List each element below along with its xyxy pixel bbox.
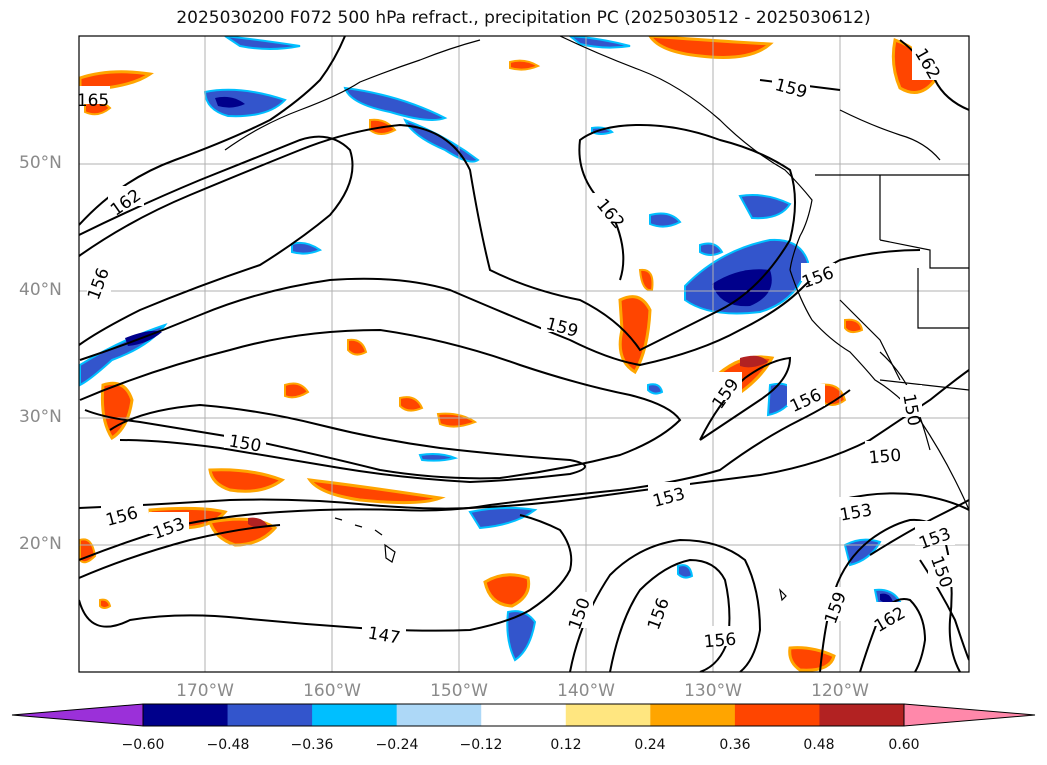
colorbar	[11, 703, 1036, 727]
colorbar-bin	[481, 704, 567, 726]
lon-label-160w: 160°W	[303, 681, 361, 701]
colorbar-tick: −0.12	[459, 737, 503, 753]
colorbar-tick: 0.24	[634, 737, 666, 753]
colorbar-bin	[565, 704, 651, 726]
colorbar-bin	[396, 704, 482, 726]
colorbar-tick: −0.48	[206, 737, 250, 753]
colorbar-tick: 0.60	[888, 737, 920, 753]
colorbar-frame	[142, 703, 905, 727]
lon-label-130w: 130°W	[684, 681, 742, 701]
precip-positive-areas	[79, 36, 937, 672]
lon-label-120w: 120°W	[811, 681, 869, 701]
colorbar-bin	[650, 704, 736, 726]
coastlines	[224, 36, 969, 602]
colorbar-tick: −0.24	[375, 737, 419, 753]
contour-label: 147	[366, 623, 401, 648]
colorbar-bin	[227, 704, 313, 726]
contour-label: 150	[868, 446, 902, 469]
plot-frame	[78, 35, 970, 673]
contour-label: 150	[898, 392, 923, 427]
colorbar-bin	[143, 704, 229, 726]
map-title: 2025030200 F072 500 hPa refract., precip…	[176, 8, 871, 28]
colorbar-extend-low	[11, 703, 144, 727]
lon-label-170w: 170°W	[176, 681, 234, 701]
contour-label: 150	[227, 431, 262, 456]
colorbar-tick: −0.36	[290, 737, 334, 753]
colorbar-tick: −0.60	[121, 737, 165, 753]
colorbar-tick: 0.36	[719, 737, 751, 753]
contour-label: 165	[77, 91, 109, 111]
lon-label-140w: 140°W	[557, 681, 615, 701]
colorbar-tick: 0.48	[803, 737, 835, 753]
colorbar-bin	[312, 704, 398, 726]
colorbar-bin	[819, 704, 905, 726]
lat-label-50n: 50°N	[19, 153, 62, 173]
colorbar-bin	[734, 704, 820, 726]
lat-label-30n: 30°N	[19, 407, 62, 427]
lat-label-40n: 40°N	[19, 280, 62, 300]
contour-label: 153	[838, 500, 873, 525]
lon-label-150w: 150°W	[430, 681, 488, 701]
contour-label-backgrounds	[79, 46, 955, 646]
gridlines	[79, 36, 969, 672]
contour-label: 156	[703, 630, 737, 653]
colorbar-tick: 0.12	[550, 737, 582, 753]
colorbar-extend-high	[903, 703, 1036, 727]
precip-negative-areas	[79, 36, 904, 662]
lat-label-20n: 20°N	[19, 534, 62, 554]
